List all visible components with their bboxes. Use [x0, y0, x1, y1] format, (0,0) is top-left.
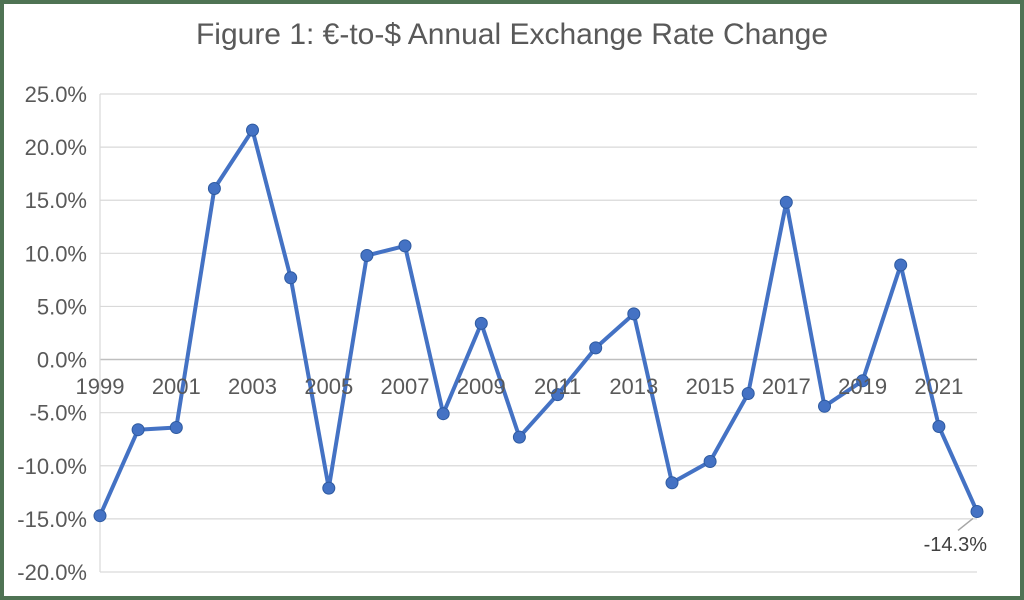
- x-tick-label: 2015: [686, 374, 735, 399]
- marker-2008: [436, 407, 450, 421]
- x-tick-label: 2017: [762, 374, 811, 399]
- marker-2022: [970, 505, 984, 518]
- x-tick-label: 2011: [534, 374, 581, 399]
- x-tick-label: 2007: [381, 374, 430, 399]
- marker-2003: [246, 123, 259, 137]
- marker-2019: [856, 374, 870, 388]
- x-tick-label: 2013: [609, 374, 658, 399]
- marker-2010: [512, 430, 526, 444]
- y-tick-label: 0.0%: [37, 348, 87, 373]
- marker-2020: [894, 258, 908, 272]
- marker-2009: [474, 316, 488, 330]
- y-tick-label: -15.0%: [17, 507, 87, 532]
- x-tick-label: 2009: [457, 374, 506, 399]
- marker-2014: [665, 476, 679, 490]
- marker-2016: [741, 387, 755, 400]
- marker-2007: [398, 239, 412, 253]
- data-label: -14.3%: [924, 534, 988, 556]
- chart-title: Figure 1: €-to-$ Annual Exchange Rate Ch…: [195, 18, 829, 51]
- y-tick-label: 20.0%: [25, 135, 87, 160]
- marker-2000: [131, 423, 145, 437]
- series-line: [98, 128, 979, 518]
- marker-2011: [551, 388, 565, 402]
- marker-2018: [818, 399, 831, 413]
- x-tick-label: 2005: [304, 374, 353, 399]
- x-tick-label: 2003: [228, 374, 277, 399]
- y-tick-label: 25.0%: [25, 82, 87, 107]
- marker-2017: [779, 195, 793, 209]
- marker-2013: [627, 307, 641, 321]
- line-chart: -14.3% 25.0% 20.0% 15.0% 10.0% 5.0% 0.0% -5.0% -…: [17, 82, 988, 585]
- marker-2006: [360, 249, 374, 262]
- x-tick-label: 2001: [152, 374, 201, 399]
- y-tick-label: -10.0%: [17, 454, 87, 479]
- marker-2005: [322, 481, 336, 495]
- y-tick-label: 15.0%: [25, 188, 87, 213]
- x-tick-label: 2021: [914, 374, 963, 399]
- marker-2021: [932, 420, 946, 433]
- marker-2002: [207, 182, 221, 195]
- x-tick-label: 2019: [838, 374, 887, 399]
- marker-2004: [284, 271, 298, 285]
- x-tick-label: 1999: [76, 374, 125, 399]
- y-tick-label: -5.0%: [30, 401, 87, 426]
- marker-2015: [703, 455, 717, 468]
- y-tick-label: 10.0%: [25, 241, 87, 266]
- y-tick-label: 5.0%: [37, 294, 87, 319]
- marker-2012: [589, 341, 603, 355]
- marker-2001: [169, 421, 183, 434]
- marker-1999: [93, 509, 107, 523]
- y-tick-label: -20.0%: [17, 560, 87, 585]
- leader-line: [957, 517, 974, 532]
